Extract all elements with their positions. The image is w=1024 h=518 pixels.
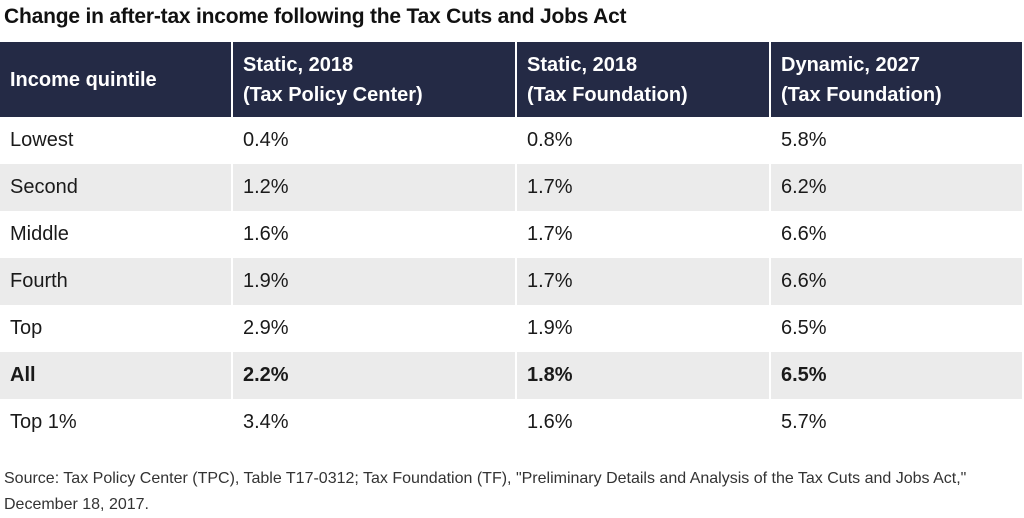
header-line: Income quintile (10, 68, 157, 91)
cell-quintile: Second (0, 164, 233, 211)
header-line: (Tax Policy Center) (243, 83, 423, 106)
cell-quintile: Top 1% (0, 399, 233, 446)
row-fourth: Fourth 1.9% 1.7% 6.6% (0, 258, 1022, 305)
header-income-quintile: Income quintile (0, 42, 233, 117)
income-table: Income quintile Static, 2018 (Tax Policy… (0, 42, 1022, 446)
cell-dynamic-2027-tf: 6.5% (770, 352, 1022, 399)
cell-static-2018-tf: 1.8% (516, 352, 771, 399)
cell-static-2018-tf: 1.7% (516, 258, 771, 305)
source-note: Source: Tax Policy Center (TPC), Table T… (4, 470, 967, 513)
row-top: Top 2.9% 1.9% 6.5% (0, 305, 1022, 352)
row-middle: Middle 1.6% 1.7% 6.6% (0, 211, 1022, 258)
cell-static-2018-tpc: 1.2% (232, 164, 517, 211)
cell-quintile: Middle (0, 211, 233, 258)
cell-quintile: Top (0, 305, 233, 352)
cell-static-2018-tpc: 2.9% (232, 305, 517, 352)
chart-title: Change in after-tax income following the… (4, 5, 627, 28)
header-dynamic-2027-tf: Dynamic, 2027 (Tax Foundation) (770, 42, 1022, 117)
header-line: Static, 2018 (527, 53, 638, 76)
table-body: Lowest 0.4% 0.8% 5.8% Second 1.2% 1.7% 6.2% Midd… (0, 117, 1022, 446)
cell-quintile: Lowest (0, 117, 233, 164)
cell-static-2018-tpc: 3.4% (232, 399, 517, 446)
cell-static-2018-tf: 1.6% (516, 399, 771, 446)
cell-static-2018-tf: 0.8% (516, 117, 771, 164)
header-line: (Tax Foundation) (781, 83, 942, 106)
cell-static-2018-tf: 1.9% (516, 305, 771, 352)
cell-static-2018-tpc: 2.2% (232, 352, 517, 399)
cell-dynamic-2027-tf: 6.2% (770, 164, 1022, 211)
cell-quintile: All (0, 352, 233, 399)
row-second: Second 1.2% 1.7% 6.2% (0, 164, 1022, 211)
cell-dynamic-2027-tf: 5.7% (781, 411, 827, 433)
cell-dynamic-2027-tf: 5.8% (781, 129, 827, 151)
row-lowest: Lowest 0.4% 0.8% 5.8% (0, 117, 1022, 164)
cell-dynamic-2027-tf: 6.6% (781, 223, 827, 245)
cell-static-2018-tf: 1.7% (516, 164, 771, 211)
row-top-1-percent: Top 1% 3.4% 1.6% 5.7% (0, 399, 1022, 446)
header-row: Income quintile Static, 2018 (Tax Policy… (0, 42, 1022, 117)
cell-dynamic-2027-tf: 6.6% (770, 258, 1022, 305)
cell-static-2018-tpc: 0.4% (232, 117, 517, 164)
cell-static-2018-tpc: 1.9% (232, 258, 517, 305)
header-static-2018-tf: Static, 2018 (Tax Foundation) (516, 42, 771, 117)
header-line: Static, 2018 (243, 53, 354, 76)
row-all: All 2.2% 1.8% 6.5% (0, 352, 1022, 399)
cell-quintile: Fourth (0, 258, 233, 305)
header-static-2018-tpc: Static, 2018 (Tax Policy Center) (232, 42, 517, 117)
header-line: (Tax Foundation) (527, 83, 688, 106)
cell-static-2018-tpc: 1.6% (232, 211, 517, 258)
cell-static-2018-tf: 1.7% (516, 211, 771, 258)
cell-dynamic-2027-tf: 6.5% (781, 317, 827, 339)
header-line: Dynamic, 2027 (781, 53, 920, 76)
